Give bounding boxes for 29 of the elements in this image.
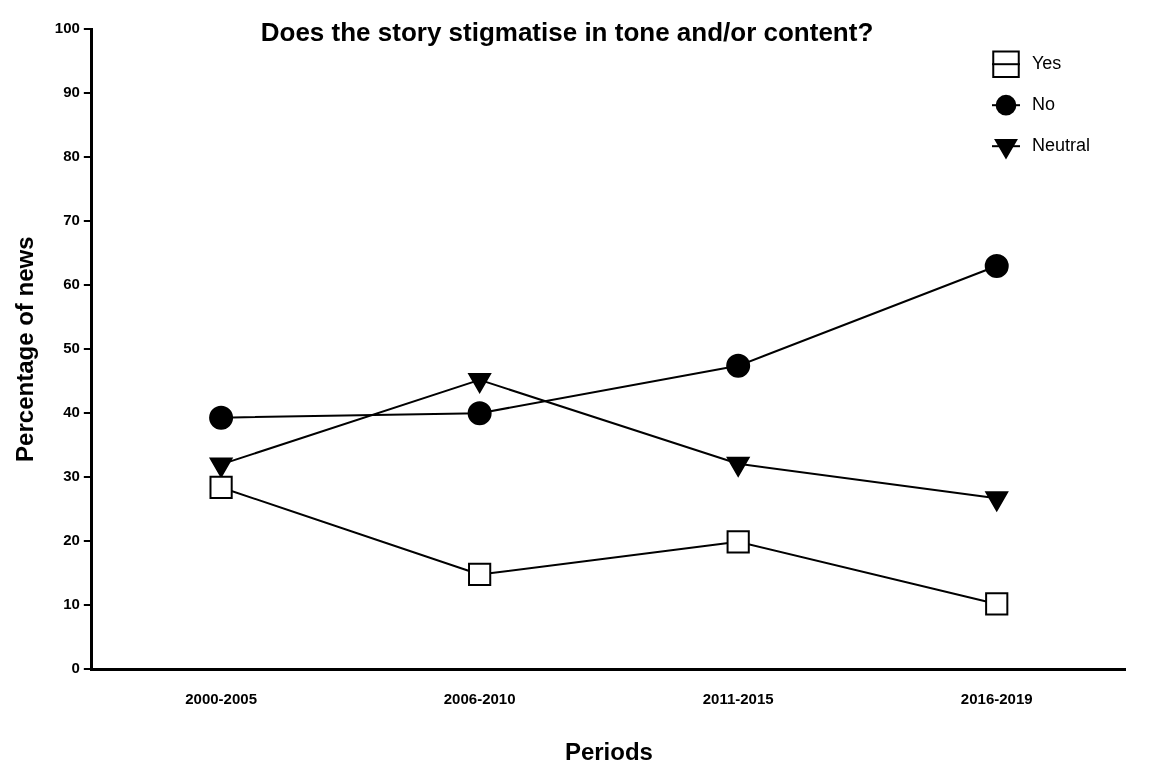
legend-label: Yes	[1032, 53, 1062, 74]
y-axis-title: Percentage of news	[11, 236, 39, 462]
x-tick-label: 2000-2005	[185, 690, 257, 708]
legend-label: Neutral	[1032, 135, 1091, 156]
y-tick-label: 20	[63, 531, 80, 549]
chart-title: Does the story stigmatise in tone and/or content?	[260, 16, 874, 47]
x-axis-title: Periods	[564, 738, 653, 766]
legend-label: No	[1032, 94, 1056, 115]
x-tick-label: 2016-2019	[960, 690, 1033, 708]
y-tick-label: 80	[63, 147, 80, 165]
y-tick-label: 40	[63, 403, 80, 421]
y-tick-label: 30	[63, 467, 80, 485]
y-tick-label: 100	[54, 19, 80, 37]
point	[726, 353, 751, 378]
x-tick-label: 2006-2010	[443, 690, 516, 708]
point	[985, 592, 1009, 616]
y-tick-label: 50	[63, 339, 80, 357]
point	[984, 254, 1009, 278]
y-tick-label: 90	[63, 83, 80, 101]
y-tick-label: 70	[63, 211, 80, 229]
y-tick-label: 10	[63, 595, 80, 613]
point	[467, 401, 492, 426]
y-tick-label: 0	[71, 659, 80, 677]
point	[468, 562, 492, 587]
y-tick-label: 60	[63, 275, 80, 293]
point	[726, 530, 750, 554]
x-tick-label: 2011-2015	[702, 690, 774, 708]
point	[209, 405, 234, 430]
point	[209, 475, 233, 500]
